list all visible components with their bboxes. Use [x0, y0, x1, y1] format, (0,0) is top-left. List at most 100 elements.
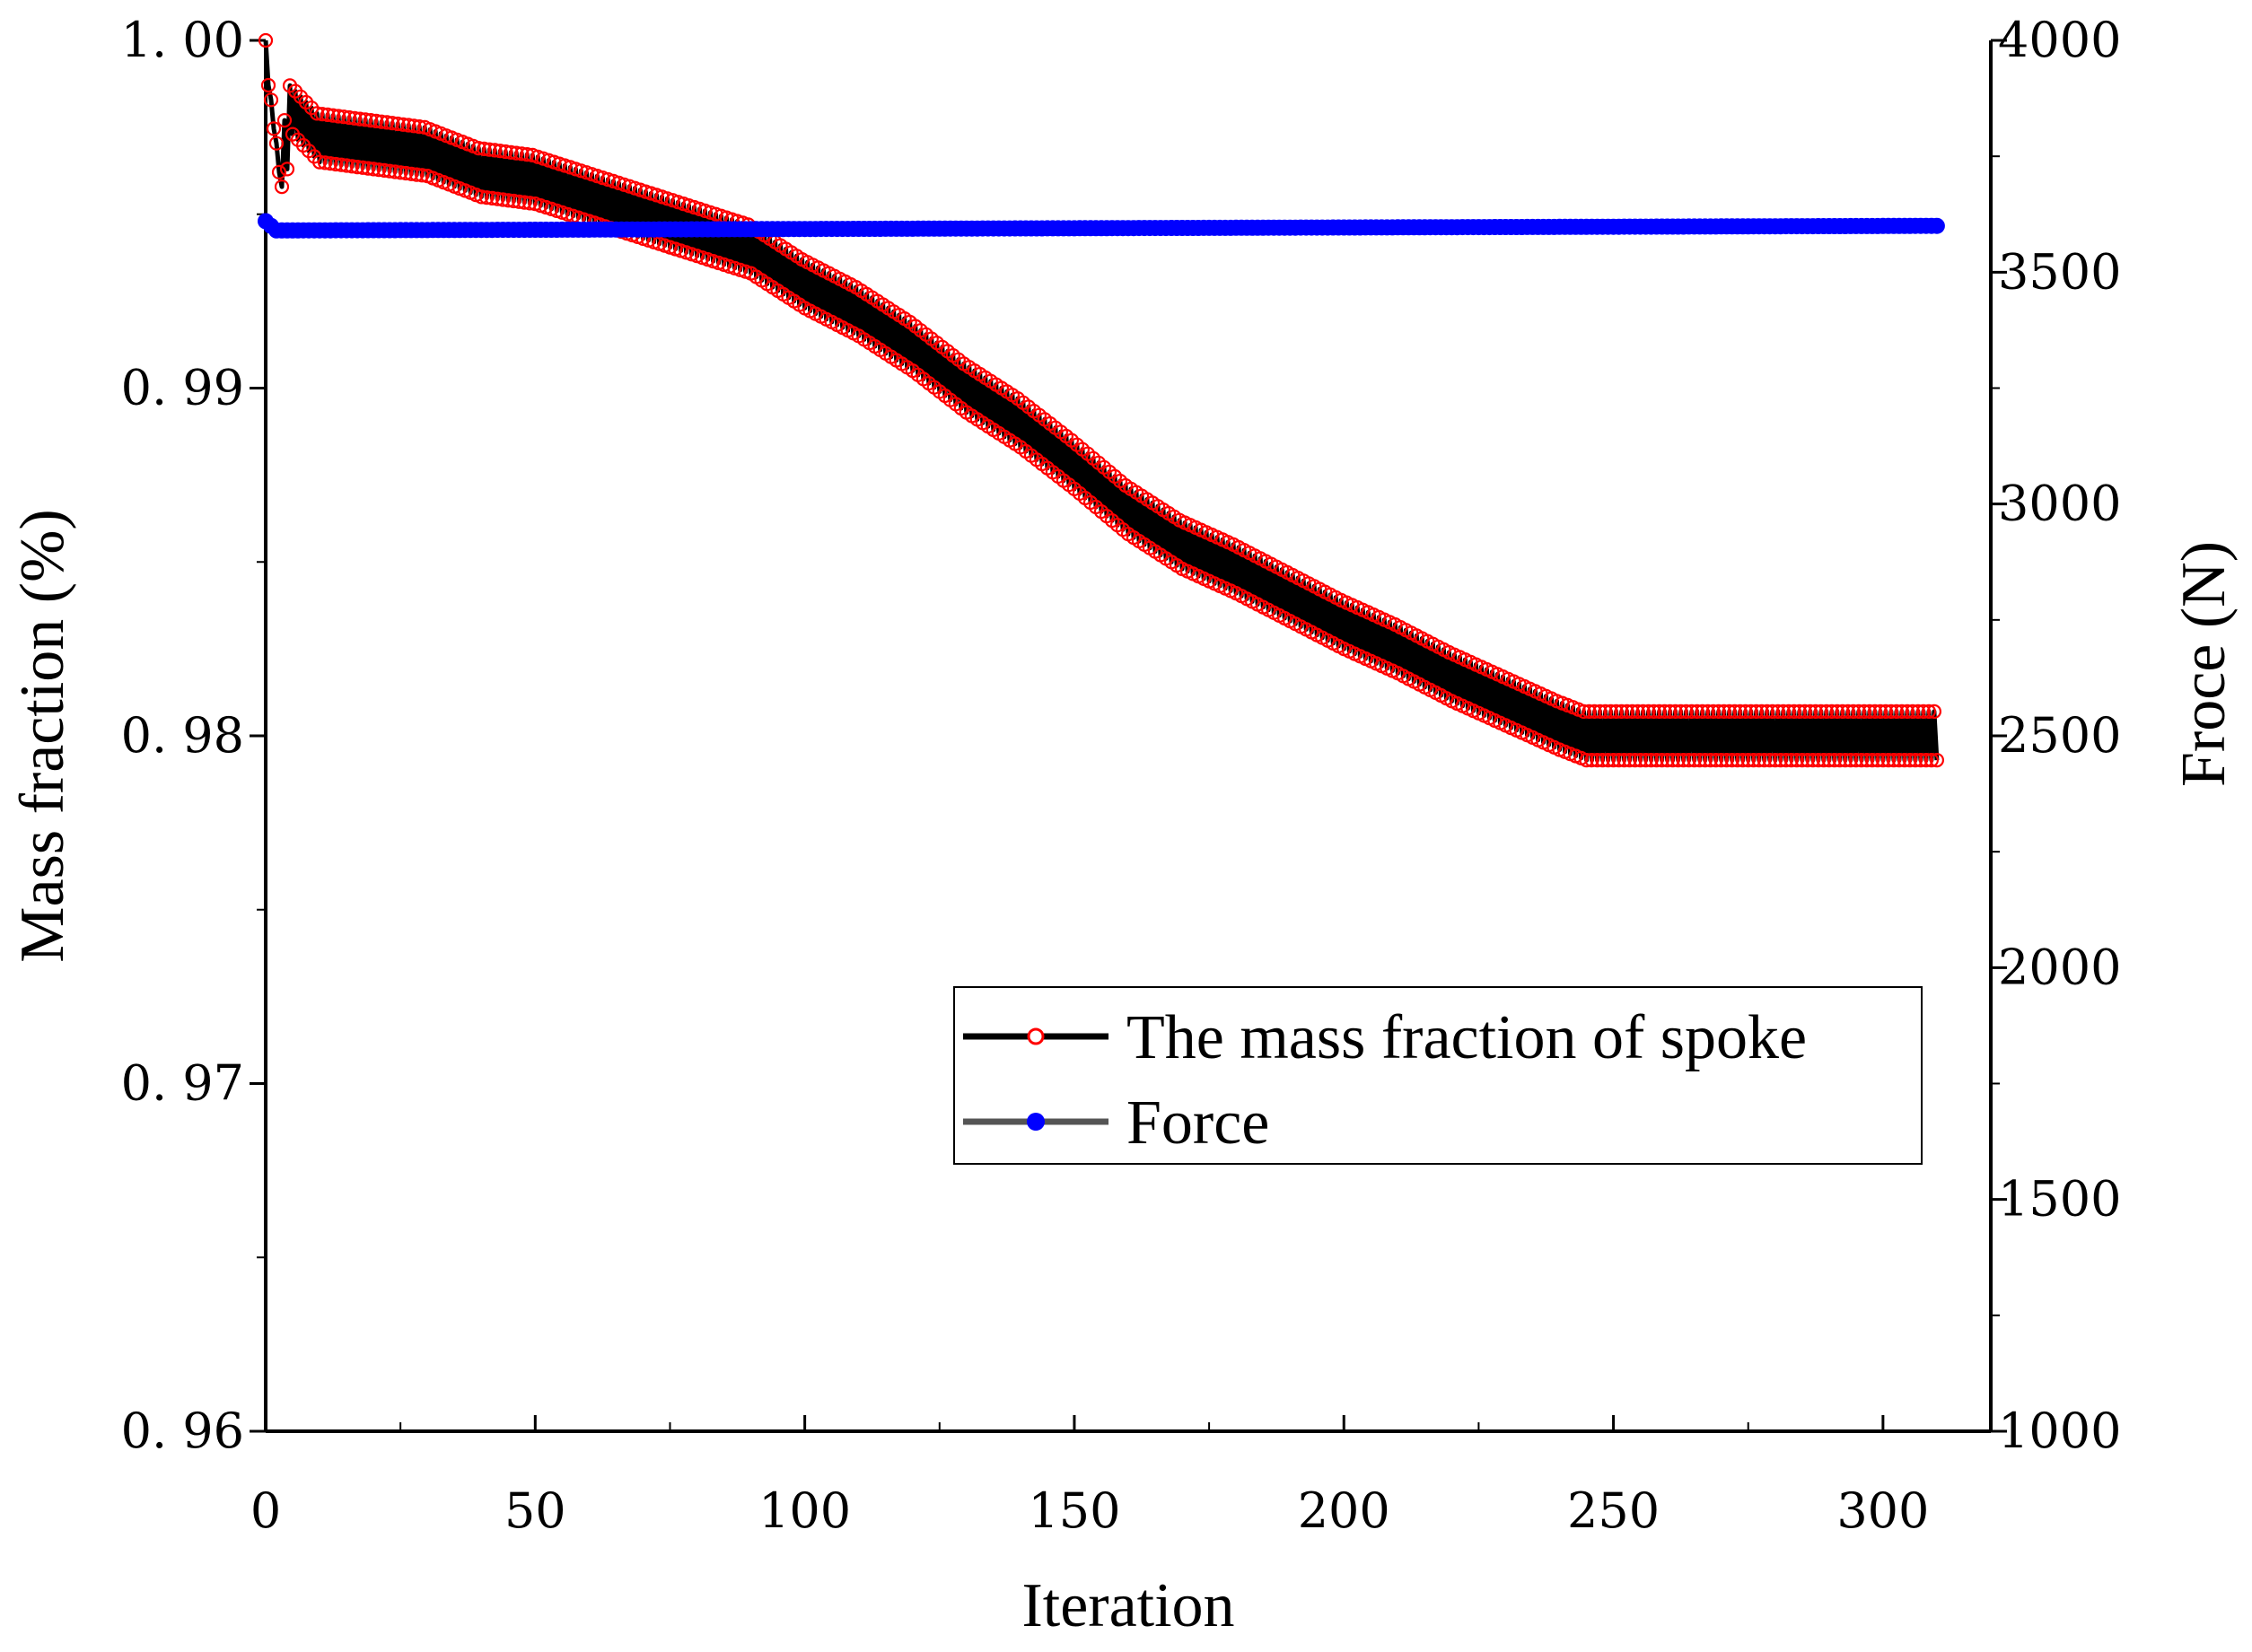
mass-fraction-point [1897, 752, 1912, 768]
mass-fraction-point [1880, 752, 1896, 768]
y-right-tick-label: 1000 [1998, 1403, 2121, 1459]
mass-fraction-point [334, 157, 349, 172]
mass-fraction-point [1921, 704, 1936, 720]
mass-fraction-point [1872, 704, 1888, 720]
mass-fraction-point [258, 32, 274, 48]
mass-fraction-point [1735, 752, 1750, 768]
mass-fraction-point [353, 111, 368, 127]
mass-fraction-point [1773, 752, 1788, 768]
y-right-tick-label: 3000 [1998, 476, 2121, 532]
mass-fraction-point [1899, 704, 1915, 720]
y-left-tick-label: 0. 98 [121, 707, 244, 764]
mass-fraction-point [1608, 704, 1624, 720]
mass-fraction-point [1883, 704, 1898, 720]
mass-fraction-point [1660, 752, 1675, 768]
mass-fraction-point [266, 121, 282, 136]
mass-fraction-point [326, 108, 341, 123]
mass-fraction-point [396, 117, 411, 132]
mass-fraction-point [268, 135, 285, 151]
mass-fraction-point [366, 162, 381, 177]
mass-fraction-point [1770, 704, 1785, 720]
mass-fraction-point [329, 156, 344, 172]
mass-fraction-point [514, 146, 530, 162]
mass-fraction-point [1894, 704, 1909, 720]
mass-fraction-point [1864, 752, 1880, 768]
mass-fraction-point [382, 163, 398, 179]
mass-fraction-point [1678, 704, 1694, 720]
mass-fraction-point [1662, 704, 1678, 720]
mass-fraction-point [1673, 704, 1688, 720]
mass-fraction-point [358, 112, 373, 127]
mass-fraction-point [399, 165, 414, 181]
y-right-tick-label: 4000 [1998, 12, 2121, 68]
mass-fraction-point [1622, 752, 1637, 768]
mass-fraction-point [1802, 704, 1818, 720]
mass-fraction-point [1654, 752, 1669, 768]
mass-fraction-point [1805, 752, 1820, 768]
mass-fraction-point [1657, 704, 1672, 720]
mass-fraction-point [1848, 752, 1863, 768]
mass-fraction-point [345, 159, 360, 174]
mass-fraction-point [1794, 752, 1809, 768]
mass-fraction-point [1767, 752, 1783, 768]
y-right-tick-label: 3500 [1998, 243, 2121, 300]
y-left-tick-label: 0. 96 [121, 1403, 244, 1459]
mass-fraction-point [520, 147, 535, 162]
mass-fraction-point [1821, 752, 1836, 768]
mass-fraction-point [1875, 752, 1890, 768]
mass-fraction-point [1617, 752, 1632, 768]
mass-fraction-point [1923, 752, 1939, 768]
x-tick-label: 250 [1567, 1482, 1660, 1539]
mass-fraction-point [1757, 752, 1772, 768]
mass-fraction-point [1676, 752, 1691, 768]
mass-fraction-point [1708, 752, 1723, 768]
mass-fraction-point [1853, 752, 1869, 768]
mass-fraction-point [1668, 704, 1683, 720]
mass-fraction-point [377, 162, 392, 178]
mass-fraction-point [1743, 704, 1758, 720]
force-series [258, 213, 1945, 239]
legend-force-label: Force [1126, 1088, 1269, 1158]
mass-fraction-point [1646, 704, 1661, 720]
y-right-axis-title: Froce (N) [2169, 541, 2239, 787]
mass-fraction-point [372, 162, 387, 178]
mass-fraction-point [323, 156, 338, 171]
mass-fraction-point [1818, 704, 1834, 720]
mass-fraction-point [1843, 752, 1858, 768]
mass-fraction-point [1886, 752, 1901, 768]
mass-fraction-point [1703, 752, 1718, 768]
mass-fraction-point [1918, 752, 1933, 768]
mass-fraction-point [477, 141, 492, 156]
mass-fraction-point [407, 118, 422, 134]
mass-fraction-point [1829, 704, 1845, 720]
mass-fraction-point [1716, 704, 1731, 720]
mass-fraction-point [1870, 752, 1885, 768]
mass-fraction-point [471, 141, 486, 156]
x-axis-title: Iteration [1021, 1571, 1234, 1640]
mass-fraction-point [1611, 752, 1626, 768]
mass-fraction-point [388, 164, 403, 179]
mass-fraction-point [517, 195, 532, 210]
legend-mass-label: The mass fraction of spoke [1126, 1003, 1807, 1072]
mass-fraction-point [1748, 704, 1764, 720]
legend-box [953, 986, 1923, 1165]
y-right-tick-label: 2000 [1998, 939, 2121, 995]
mass-fraction-point [364, 113, 379, 128]
mass-fraction-point [490, 191, 505, 206]
mass-fraction-point [1837, 752, 1853, 768]
mass-fraction-point [1681, 752, 1696, 768]
mass-fraction-point [361, 161, 376, 176]
tick-labels: 0 50 100 150 200 250 300 0. 96 0. 97 0. 98 0. 99 1.… [121, 12, 2122, 1539]
mass-fraction-point [1789, 752, 1804, 768]
mass-fraction-point [1808, 704, 1823, 720]
mass-fraction-point [385, 116, 400, 131]
mass-fraction-point [1816, 752, 1831, 768]
mass-fraction-point [347, 110, 363, 126]
mass-fraction-point [337, 109, 352, 125]
mass-fraction-point [369, 113, 384, 128]
mass-fraction-point [1730, 752, 1745, 768]
mass-fraction-point [1810, 752, 1826, 768]
mass-fraction-point [1719, 752, 1734, 768]
mass-fraction-point [1800, 752, 1815, 768]
mass-fraction-point [312, 154, 328, 170]
